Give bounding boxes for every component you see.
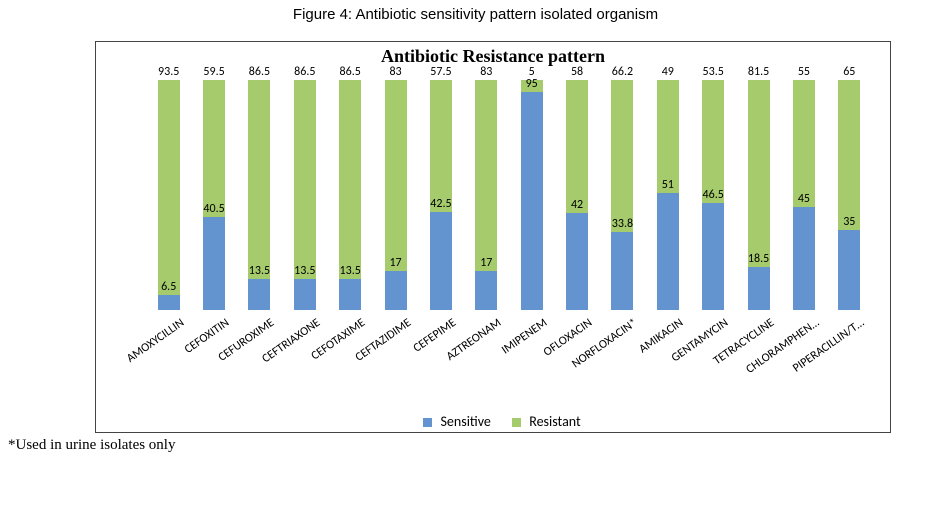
bar-segment-sensitive: [748, 267, 770, 310]
bar-segment-sensitive: [657, 193, 679, 310]
legend-swatch-sensitive: [423, 418, 432, 427]
bar-segment-sensitive: [838, 230, 860, 311]
bar-column: 46.553.5: [702, 80, 724, 310]
value-label-resistant: 53.5: [693, 65, 733, 79]
bar-column: 42.557.5: [430, 80, 452, 310]
bar-segment-resistant: [702, 80, 724, 203]
bar-segment-sensitive: [158, 295, 180, 310]
bar-segment-resistant: [385, 80, 407, 271]
bar-segment-sensitive: [339, 279, 361, 310]
chart-title: Antibiotic Resistance pattern: [96, 46, 890, 67]
bar-segment-sensitive: [203, 217, 225, 310]
legend-label-sensitive: Sensitive: [440, 413, 490, 430]
bar-segment-resistant: [430, 80, 452, 212]
value-label-resistant: 83: [466, 65, 506, 79]
bar-column: 4258: [566, 80, 588, 310]
bar-column: 1783: [385, 80, 407, 310]
bar-column: 955: [521, 80, 543, 310]
chart-area: Antibiotic Resistance pattern 6.593.5 40.…: [95, 41, 891, 433]
bar-column: 33.866.2: [611, 80, 633, 310]
bar-column: 13.586.5: [339, 80, 361, 310]
value-label-resistant: 57.5: [421, 65, 461, 79]
value-label-resistant: 65: [829, 65, 869, 79]
bar-segment-resistant: [793, 80, 815, 207]
value-label-resistant: 66.2: [602, 65, 642, 79]
bar-segment-sensitive: [702, 203, 724, 310]
bar-segment-resistant: [203, 80, 225, 217]
value-label-resistant: 5: [512, 65, 552, 79]
bar-column: 13.586.5: [294, 80, 316, 310]
bar-column: 6.593.5: [158, 80, 180, 310]
bar-column: 1783: [475, 80, 497, 310]
bar-column: 18.581.5: [748, 80, 770, 310]
bar-segment-resistant: [294, 80, 316, 279]
value-label-resistant: 55: [784, 65, 824, 79]
bar-column: 13.586.5: [248, 80, 270, 310]
bar-segment-sensitive: [430, 212, 452, 310]
legend-swatch-resistant: [512, 418, 521, 427]
bar-column: 3565: [838, 80, 860, 310]
bar-segment-resistant: [248, 80, 270, 279]
bar-segment-resistant: [521, 80, 543, 92]
bar-segment-resistant: [611, 80, 633, 232]
value-label-resistant: 86.5: [285, 65, 325, 79]
bar-segment-resistant: [748, 80, 770, 267]
chart-legend: Sensitive Resistant: [96, 413, 890, 430]
value-label-resistant: 86.5: [239, 65, 279, 79]
bar-segment-sensitive: [248, 279, 270, 310]
bar-segment-resistant: [158, 80, 180, 295]
value-label-resistant: 58: [557, 65, 597, 79]
bar-segment-resistant: [339, 80, 361, 279]
value-label-resistant: 59.5: [194, 65, 234, 79]
bar-segment-sensitive: [294, 279, 316, 310]
figure-caption: Figure 4: Antibiotic sensitivity pattern…: [0, 0, 951, 23]
bar-column: 5149: [657, 80, 679, 310]
bar-segment-sensitive: [475, 271, 497, 310]
chart-plot: 6.593.5 40.559.5 13.586.5 13.586.5 13.586.5 1…: [146, 80, 872, 310]
bar-segment-resistant: [838, 80, 860, 230]
bar-segment-sensitive: [566, 213, 588, 310]
bar-column: 40.559.5: [203, 80, 225, 310]
value-label-resistant: 86.5: [330, 65, 370, 79]
bar-segment-resistant: [657, 80, 679, 193]
value-label-resistant: 83: [376, 65, 416, 79]
legend-label-resistant: Resistant: [529, 413, 580, 430]
value-label-resistant: 93.5: [149, 65, 189, 79]
bar-segment-sensitive: [793, 207, 815, 311]
value-label-resistant: 81.5: [739, 65, 779, 79]
bar-segment-sensitive: [521, 92, 543, 311]
x-axis-labels: AMOXYCILLINCEFOXITINCEFUROXIMECEFTRIAXON…: [146, 310, 872, 405]
bar-segment-sensitive: [385, 271, 407, 310]
bar-segment-resistant: [566, 80, 588, 213]
bar-segment-resistant: [475, 80, 497, 271]
value-label-resistant: 49: [648, 65, 688, 79]
bar-segment-sensitive: [611, 232, 633, 310]
bar-column: 4555: [793, 80, 815, 310]
